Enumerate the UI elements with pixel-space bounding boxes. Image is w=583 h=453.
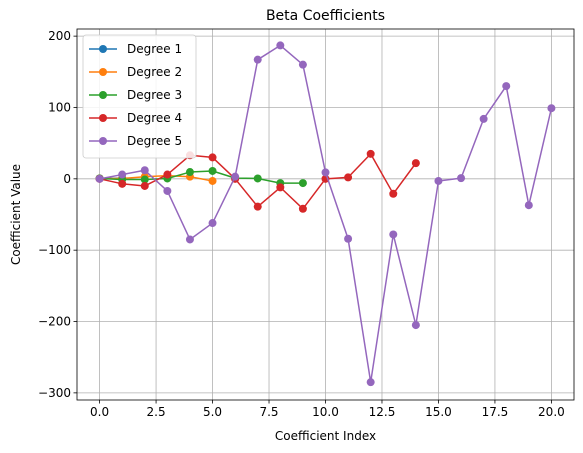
data-point xyxy=(163,186,172,195)
data-point xyxy=(185,168,194,177)
x-tick-label: 10.0 xyxy=(312,405,339,419)
legend-label: Degree 3 xyxy=(127,88,182,102)
legend-swatch-marker xyxy=(99,91,107,99)
data-point xyxy=(457,174,466,183)
data-point xyxy=(366,149,375,158)
legend-swatch-marker xyxy=(99,137,107,145)
data-point xyxy=(411,159,420,168)
data-point xyxy=(95,174,104,183)
legend-label: Degree 2 xyxy=(127,65,182,79)
y-tick-label: −100 xyxy=(38,243,71,257)
data-point xyxy=(411,321,420,330)
data-point xyxy=(208,166,217,175)
grid xyxy=(77,29,574,400)
data-point xyxy=(524,201,533,210)
legend-label: Degree 1 xyxy=(127,42,182,56)
data-point xyxy=(502,82,511,91)
x-tick-label: 17.5 xyxy=(482,405,509,419)
legend-swatch-marker xyxy=(99,114,107,122)
x-tick-label: 12.5 xyxy=(369,405,396,419)
legend-box xyxy=(82,34,197,159)
x-axis-label: Coefficient Index xyxy=(275,429,376,443)
y-tick-label: −300 xyxy=(38,386,71,400)
y-tick-label: 200 xyxy=(48,29,71,43)
data-point xyxy=(344,234,353,243)
x-tick-label: 15.0 xyxy=(425,405,452,419)
x-tick-label: 7.5 xyxy=(259,405,278,419)
x-tick-label: 0.0 xyxy=(90,405,109,419)
ticks: 0.0 2.5 5.0 7.5 10.0 12.5 15.0 17.5 20.0 −300 −200… xyxy=(38,29,565,419)
data-point xyxy=(321,168,330,177)
legend-item: Degree 2 xyxy=(89,65,182,79)
data-point xyxy=(298,179,307,188)
y-tick-label: 100 xyxy=(48,100,71,114)
data-point xyxy=(366,378,375,387)
x-tick-label: 5.0 xyxy=(203,405,222,419)
data-point xyxy=(298,60,307,69)
y-tick-label: 0 xyxy=(63,172,71,186)
data-point xyxy=(231,172,240,181)
data-point xyxy=(276,41,285,50)
data-point xyxy=(118,179,127,188)
data-point xyxy=(344,173,353,182)
legend-item: Degree 3 xyxy=(89,88,182,102)
data-point xyxy=(253,55,262,64)
data-point xyxy=(253,174,262,183)
x-tick-label: 20.0 xyxy=(538,405,565,419)
data-point xyxy=(276,183,285,192)
data-point xyxy=(208,176,217,185)
data-point xyxy=(253,202,262,211)
data-point xyxy=(140,181,149,190)
data-point xyxy=(208,219,217,228)
legend-label: Degree 4 xyxy=(127,111,182,125)
legend-swatch-marker xyxy=(99,45,107,53)
data-point xyxy=(298,204,307,213)
legend-item: Degree 5 xyxy=(89,134,182,148)
chart-title: Beta Coefficients xyxy=(266,8,385,24)
data-point xyxy=(389,189,398,198)
data-point xyxy=(479,114,488,123)
x-tick-label: 2.5 xyxy=(147,405,166,419)
data-point xyxy=(140,175,149,184)
legend-label: Degree 5 xyxy=(127,134,182,148)
data-point xyxy=(208,153,217,162)
legend-item: Degree 4 xyxy=(89,111,182,125)
series-degree-5 xyxy=(95,41,556,387)
legend-item: Degree 1 xyxy=(89,42,182,56)
y-tick-label: −200 xyxy=(38,315,71,329)
data-point xyxy=(434,176,443,185)
data-point xyxy=(140,166,149,175)
y-axis-label: Coefficient Value xyxy=(9,164,23,265)
data-point xyxy=(185,235,194,244)
legend-swatch-marker xyxy=(99,68,107,76)
series-line xyxy=(99,170,303,184)
data-point xyxy=(389,230,398,239)
legend: Degree 1 Degree 2 Degree 3 Degree 4 Degree 5 xyxy=(82,34,197,159)
data-point xyxy=(118,170,127,179)
data-point xyxy=(163,170,172,179)
data-point xyxy=(547,104,556,113)
